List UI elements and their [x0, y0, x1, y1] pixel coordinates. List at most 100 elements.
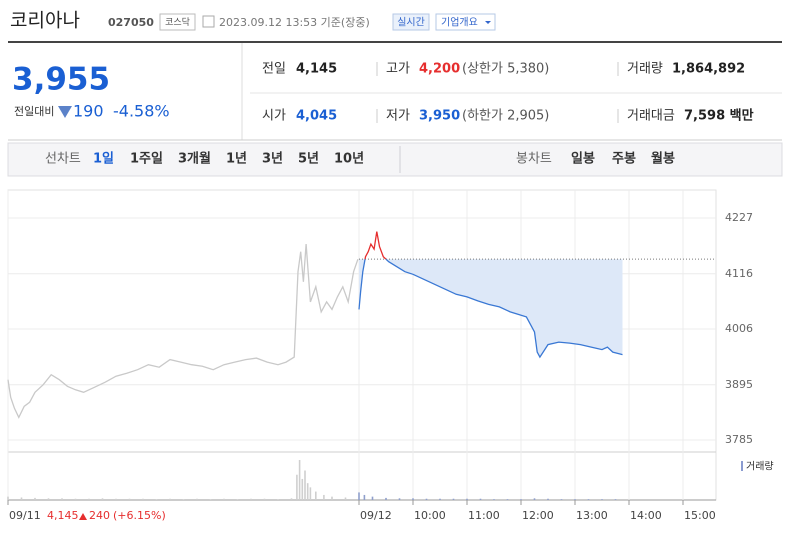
volume-bar [250, 498, 252, 500]
tab[interactable]: 1년 [226, 152, 247, 167]
tab-group-label: 봉차트 [516, 152, 552, 167]
tab[interactable]: 월봉 [651, 151, 675, 167]
price-line [7, 244, 359, 419]
volume-bar [263, 498, 266, 500]
stat-value: 4,145 [296, 62, 337, 77]
up-triangle [79, 513, 87, 520]
legend-swatch [741, 461, 743, 471]
price-line-up [364, 231, 387, 260]
volume-bar [601, 499, 603, 500]
change: 190 [73, 102, 104, 121]
tab[interactable]: 1일 [93, 152, 114, 167]
tab[interactable]: 3개월 [178, 151, 211, 167]
volume-bar [115, 498, 117, 500]
tab[interactable]: 1주일 [130, 152, 163, 167]
tab[interactable]: 일봉 [571, 152, 595, 167]
stat-label: 저가 [386, 109, 410, 124]
market: 코스닥 [165, 17, 190, 28]
volume-bar [493, 499, 495, 500]
volume-bar [371, 496, 374, 500]
volume-bar [296, 474, 298, 500]
company-button[interactable] [435, 13, 496, 31]
stat-label: 거래대금 [627, 109, 675, 124]
volume-bar [331, 496, 333, 500]
volume-bar [88, 498, 90, 500]
stock-code: 027050 [108, 16, 154, 29]
volume-bar [533, 498, 536, 500]
volume-bar [290, 498, 293, 500]
volume-bar [587, 499, 590, 500]
volume-bar [182, 499, 185, 500]
x-tick-label: 09/11 [9, 509, 41, 522]
company[interactable]: 기업개요 [441, 16, 478, 29]
volume-bar [101, 498, 104, 500]
x-tick-label: 10:00 [414, 509, 446, 522]
chart: 3785 3895 4006 4116 4227 09/11 09/12 10:00 11:00… [7, 190, 753, 522]
volume-bar [7, 496, 9, 500]
volume-bar [506, 499, 509, 500]
realtime[interactable]: 실시간 [397, 17, 425, 29]
price: 3,955 [12, 62, 110, 98]
x-tick-label: 12:00 [522, 509, 554, 522]
stat-value: 4,200 [419, 62, 460, 77]
volume-bar [223, 498, 225, 500]
volume-bar [196, 498, 198, 500]
x-tick-label: 13:00 [576, 509, 608, 522]
tab[interactable]: 10년 [334, 152, 364, 167]
volume-bar [344, 497, 347, 500]
stat-note: (하한가 2,905) [462, 109, 549, 124]
volume-bar [304, 470, 306, 500]
stat-label: 고가 [386, 62, 410, 77]
change-label: 전일대비 [14, 104, 54, 118]
dropdown-arrow [485, 21, 491, 24]
stock-name: 코리아나 [10, 10, 80, 32]
stat-label: 거래량 [627, 62, 663, 77]
volume-bar [209, 499, 212, 500]
volume-bar [236, 499, 239, 500]
volume-bar [466, 498, 468, 500]
volume-bar [358, 492, 360, 500]
volume-bar [309, 487, 312, 500]
prev-close: 4,145 [47, 509, 79, 522]
volume-bar [398, 498, 401, 500]
volume-bar [425, 498, 428, 500]
stat-label: 시가 [262, 109, 286, 124]
x-tick-label: 11:00 [468, 509, 500, 522]
volume-bar [47, 498, 50, 500]
volume-bar [385, 497, 387, 500]
stat-note: (상한가 5,380) [462, 62, 549, 77]
timestamp: 2023.09.12 13:53 기준(장중) [219, 16, 370, 29]
price-line [358, 259, 623, 359]
change-pct: -4.58% [113, 102, 170, 121]
stat-value: 4,045 [296, 109, 337, 124]
stat-value: 7,598 백만 [684, 108, 754, 124]
volume-bar [306, 483, 309, 500]
area [359, 259, 623, 358]
down-triangle [58, 106, 72, 118]
prev-change-pct: (+6.15%) [113, 509, 166, 522]
stat-value: 3,950 [419, 109, 460, 124]
volume-bar [412, 498, 414, 500]
volume-bar [452, 498, 455, 500]
tab[interactable]: 주봉 [612, 152, 636, 167]
x-tick-label: 15:00 [684, 509, 716, 522]
legend-label: 거래량 [746, 461, 774, 473]
volume-bar [74, 498, 77, 500]
realtime-button[interactable] [392, 13, 430, 31]
y-tick-label: 3895 [725, 378, 753, 391]
volume-bar [315, 491, 317, 500]
volume-bar [155, 499, 158, 500]
tab[interactable]: 5년 [298, 152, 319, 167]
stat-value: 1,864,892 [672, 62, 745, 77]
y-tick-label: 4116 [725, 267, 753, 280]
volume-bar [439, 498, 441, 500]
volume-bar [479, 498, 482, 500]
prev-change: 240 [89, 509, 110, 522]
tab[interactable]: 3년 [262, 152, 283, 167]
volume-bar [277, 499, 279, 500]
y-tick-label: 4227 [725, 211, 753, 224]
volume-bar [169, 498, 171, 500]
volume-bar [547, 498, 549, 500]
